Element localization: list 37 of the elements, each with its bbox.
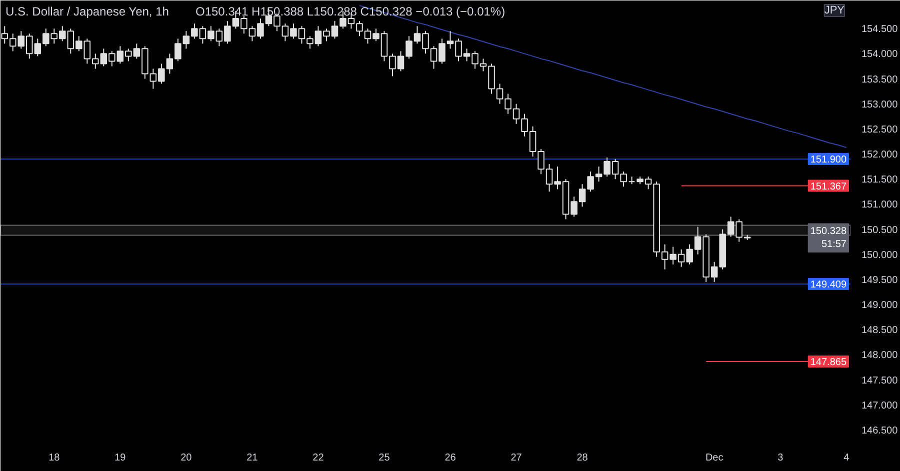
y-tick-label: 150.500 (862, 224, 898, 236)
x-tick-label: 28 (576, 452, 588, 464)
ref-line-label: 149.409 (810, 280, 847, 291)
y-tick-label: 147.500 (862, 375, 898, 386)
x-tick-label: 4 (844, 452, 850, 464)
x-tick-label: 26 (444, 452, 456, 464)
y-tick-label: 150.000 (862, 250, 898, 261)
ref-line-label: 151.900 (810, 154, 847, 166)
x-tick-label: 3 (778, 452, 784, 464)
x-tick-label: 22 (312, 452, 324, 464)
x-tick-label: 21 (246, 452, 258, 464)
y-tick-label: 153.000 (862, 99, 898, 110)
y-tick-label: 154.500 (862, 24, 898, 36)
y-tick-label: 153.500 (862, 74, 898, 86)
data-label: 147.865 (810, 356, 847, 368)
x-tick-label: 25 (378, 452, 390, 464)
y-tick-label: 151.500 (862, 174, 898, 186)
y-tick-label: 154.000 (862, 49, 898, 60)
x-tick-label: 18 (48, 452, 60, 464)
annotation: 150.328 51:57 (810, 226, 847, 250)
y-tick-label: 151.000 (862, 200, 898, 211)
x-tick-label: 20 (180, 452, 192, 464)
y-tick-label: 149.500 (862, 274, 898, 286)
x-tick-label: Dec (705, 452, 724, 464)
y-tick-label: 152.000 (862, 150, 898, 161)
y-tick-label: 149.000 (862, 300, 898, 312)
x-tick-label: 19 (114, 452, 126, 464)
chart-title: U.S. Dollar / Japanese Yen, 1h (6, 4, 169, 18)
x-tick-label: 27 (510, 452, 522, 464)
line-series (358, 5, 847, 148)
y-tick-label: 152.500 (862, 124, 898, 136)
y-tick-label: 148.000 (862, 350, 898, 362)
y-tick-label: 146.500 (862, 425, 898, 436)
annotation: JPY (824, 4, 846, 16)
y-tick-label: 148.500 (862, 325, 898, 336)
y-tick-label: 147.000 (862, 400, 898, 412)
data-label: 151.367 (810, 181, 847, 192)
